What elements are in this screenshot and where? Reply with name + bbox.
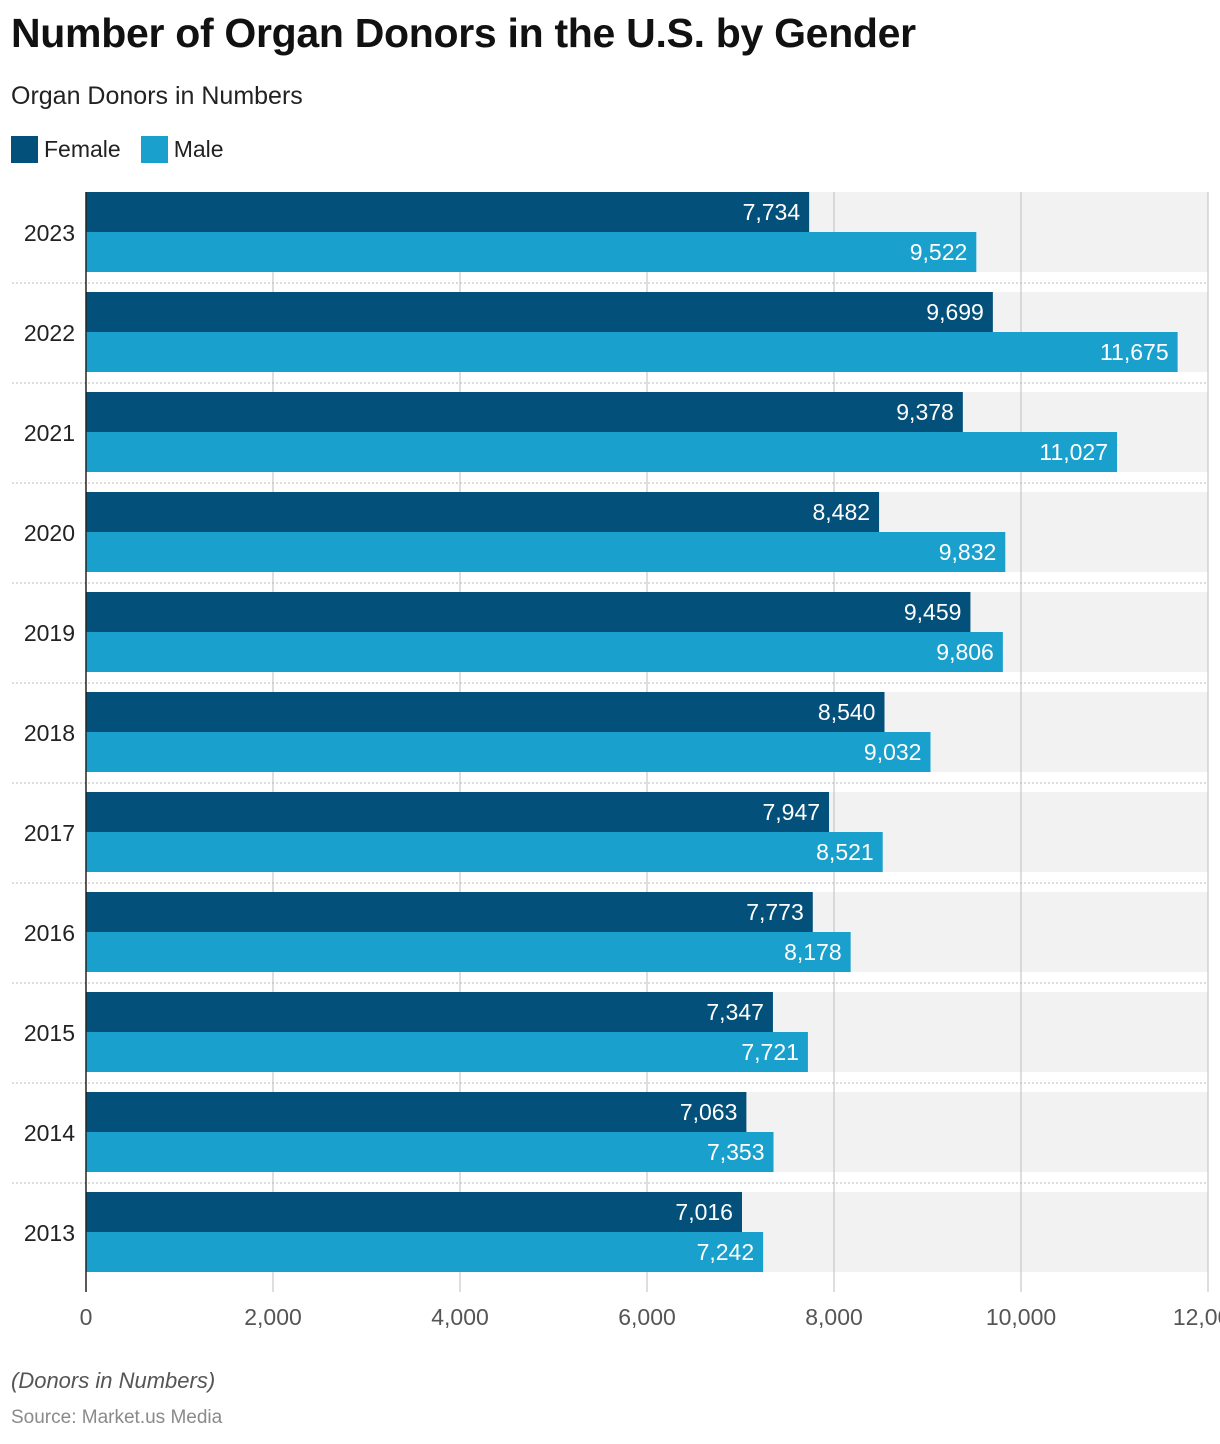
bar-female-2019[interactable] [86,592,971,632]
data-label-male-2020: 9,832 [939,539,997,565]
y-tick-label: 2015 [24,1020,75,1046]
bar-male-2020[interactable] [86,532,1006,572]
y-tick-label: 2013 [24,1220,75,1246]
data-label-female-2019: 9,459 [904,599,962,625]
bar-male-2019[interactable] [86,632,1003,672]
data-label-male-2021: 11,027 [1039,439,1108,465]
y-tick-label: 2018 [24,720,75,746]
legend-swatch-female [11,136,38,163]
data-label-female-2016: 7,773 [746,899,804,925]
bar-female-2016[interactable] [86,892,813,932]
legend: Female Male [11,136,244,163]
data-label-male-2023: 9,522 [910,239,968,265]
y-tick-label: 2019 [24,620,75,646]
data-label-female-2022: 9,699 [926,299,984,325]
bar-female-2014[interactable] [86,1092,747,1132]
data-label-male-2022: 11,675 [1100,339,1169,365]
data-label-female-2017: 7,947 [762,799,820,825]
bar-male-2017[interactable] [86,832,883,872]
legend-item-male[interactable]: Male [140,136,224,163]
data-label-male-2014: 7,353 [707,1139,765,1165]
x-tick-label: 2,000 [244,1304,302,1330]
data-label-female-2014: 7,063 [680,1099,738,1125]
chart-title: Number of Organ Donors in the U.S. by Ge… [11,10,916,56]
x-tick-label: 0 [80,1304,93,1330]
data-label-female-2015: 7,347 [706,999,764,1025]
y-tick-label: 2023 [24,220,75,246]
y-tick-label: 2017 [24,820,75,846]
x-tick-label: 4,000 [431,1304,489,1330]
chart-subtitle: Organ Donors in Numbers [11,82,303,110]
legend-label-male: Male [173,136,224,162]
units-note: (Donors in Numbers) [11,1368,216,1393]
x-tick-label: 12,000 [1173,1304,1220,1330]
data-label-male-2016: 8,178 [784,939,842,965]
x-tick-label: 8,000 [805,1304,863,1330]
bar-male-2018[interactable] [86,732,931,772]
bar-female-2021[interactable] [86,392,963,432]
bar-female-2023[interactable] [86,192,810,232]
x-tick-label: 10,000 [986,1304,1056,1330]
legend-swatch-male [140,136,168,163]
bar-female-2013[interactable] [86,1192,742,1232]
data-label-female-2018: 8,540 [818,699,876,725]
bar-female-2015[interactable] [86,992,773,1032]
bar-male-2016[interactable] [86,932,851,972]
data-label-male-2018: 9,032 [864,739,922,765]
bar-female-2020[interactable] [86,492,880,532]
bar-female-2017[interactable] [86,792,830,832]
bar-male-2015[interactable] [86,1032,808,1072]
bar-male-2022[interactable] [86,332,1178,372]
x-tick-label: 6,000 [618,1304,676,1330]
bar-male-2021[interactable] [86,432,1118,472]
data-label-male-2017: 8,521 [816,839,874,865]
y-tick-label: 2021 [24,420,75,446]
y-tick-label: 2014 [24,1120,75,1146]
bar-male-2014[interactable] [86,1132,774,1172]
y-tick-label: 2016 [24,920,75,946]
data-label-male-2013: 7,242 [697,1239,755,1265]
data-label-female-2021: 9,378 [896,399,954,425]
data-label-male-2015: 7,721 [741,1039,799,1065]
data-label-male-2019: 9,806 [936,639,994,665]
data-label-female-2020: 8,482 [813,499,871,525]
legend-item-female[interactable]: Female [11,136,121,163]
bar-male-2013[interactable] [86,1232,764,1272]
bar-male-2023[interactable] [86,232,977,272]
data-label-female-2023: 7,734 [743,199,801,225]
legend-label-female: Female [44,136,121,162]
data-label-female-2013: 7,016 [675,1199,733,1225]
source-credit: Source: Market.us Media [11,1407,223,1428]
y-tick-label: 2022 [24,320,75,346]
y-tick-label: 2020 [24,520,75,546]
bar-female-2018[interactable] [86,692,885,732]
bar-female-2022[interactable] [86,292,993,332]
